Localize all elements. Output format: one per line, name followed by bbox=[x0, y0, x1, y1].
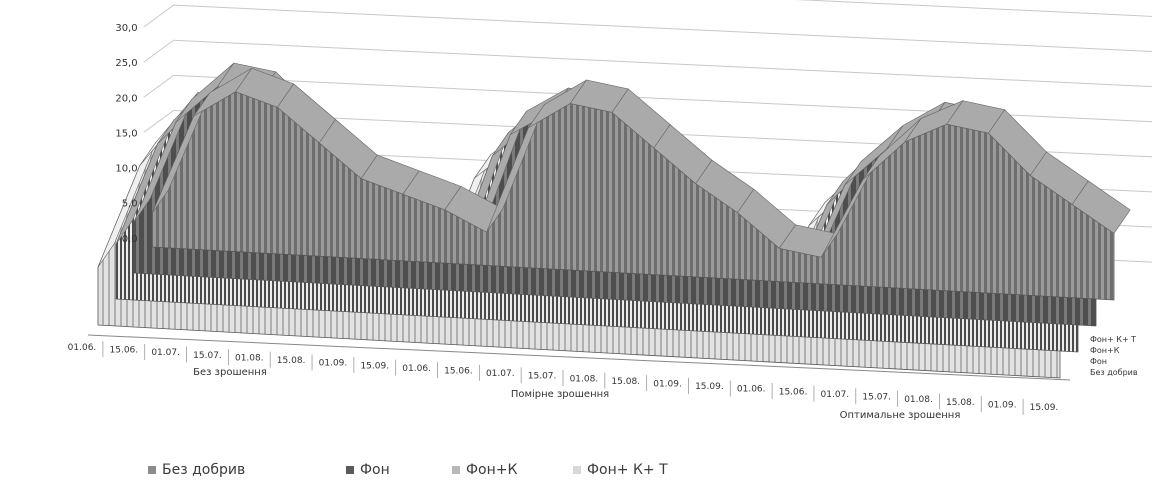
x-tick-label: 01.08. bbox=[904, 395, 933, 405]
x-tick-label: 15.07. bbox=[528, 372, 557, 382]
y-tick-label: 30,0 bbox=[115, 23, 137, 34]
gridline-wall bbox=[143, 39, 174, 63]
legend-item: Фон+ К+ Т bbox=[573, 462, 668, 478]
gridline bbox=[173, 4, 1152, 52]
legend-label: Фон+К bbox=[466, 462, 518, 478]
depth-axis-label: Без добрив bbox=[1090, 368, 1138, 377]
legend-item: Фон bbox=[346, 462, 390, 478]
legend-item: Фон+К bbox=[452, 462, 517, 478]
x-tick-label: 01.09. bbox=[319, 359, 348, 369]
x-tick-label: 01.06. bbox=[68, 343, 97, 353]
x-tick-label: 15.09. bbox=[695, 382, 724, 392]
x-tick-label: 15.06. bbox=[444, 366, 473, 376]
legend-label: Без добрив bbox=[162, 462, 246, 478]
x-tick-label: 01.08. bbox=[570, 374, 599, 384]
series-layer bbox=[97, 62, 1131, 379]
x-tick-label: 01.06. bbox=[737, 385, 766, 395]
series-0 bbox=[151, 67, 1131, 301]
x-tick-label: 01.07. bbox=[821, 390, 850, 400]
gridline-wall bbox=[143, 74, 174, 98]
depth-axis-label: Фон+К bbox=[1090, 346, 1120, 355]
gridline bbox=[795, 0, 1152, 17]
legend-label: Фон bbox=[360, 462, 390, 478]
group-label: Без зрошення bbox=[193, 367, 267, 378]
x-tick-label: 01.09. bbox=[653, 380, 682, 390]
x-tick-label: 15.08. bbox=[611, 377, 640, 387]
x-tick-label: 15.07. bbox=[862, 393, 891, 403]
y-tick-label: 10,0 bbox=[115, 164, 137, 175]
depth-axis-label: Фон bbox=[1090, 357, 1107, 366]
legend-item: Без добрив bbox=[148, 462, 245, 478]
depth-axis-label: Фон+ К+ Т bbox=[1090, 335, 1136, 344]
x-tick-label: 15.08. bbox=[277, 356, 306, 366]
x-tick-label: 15.08. bbox=[946, 398, 975, 408]
x-tick-label: 15.09. bbox=[360, 361, 389, 371]
y-tick-label: 0,0 bbox=[122, 234, 138, 245]
legend-swatch bbox=[346, 466, 354, 474]
x-tick-label: 15.06. bbox=[110, 346, 139, 356]
y-tick-label: 25,0 bbox=[115, 58, 137, 69]
legend: Без добрив Фон Фон+К Фон+ К+ Т bbox=[0, 462, 1152, 486]
x-tick-label: 01.07. bbox=[151, 348, 180, 358]
gridline-wall bbox=[143, 4, 174, 28]
group-label: Помірне зрошення bbox=[511, 388, 609, 400]
y-tick-label: 20,0 bbox=[115, 93, 137, 104]
legend-label: Фон+ К+ Т bbox=[587, 462, 668, 478]
x-tick-label: 15.09. bbox=[1030, 403, 1059, 413]
axes: 0,05,010,015,020,025,030,035,040,045,001… bbox=[68, 23, 1138, 421]
y-tick-label: 15,0 bbox=[115, 128, 137, 139]
gridline-wall bbox=[143, 110, 174, 133]
x-tick-label: 01.06. bbox=[402, 364, 431, 374]
x-tick-label: 15.07. bbox=[193, 351, 222, 361]
group-label: Оптимальне зрошення bbox=[840, 410, 961, 421]
x-tick-label: 15.06. bbox=[779, 387, 808, 397]
y-tick-label: 5,0 bbox=[122, 199, 138, 210]
data-point bbox=[1071, 180, 1131, 234]
x-tick-label: 01.09. bbox=[988, 400, 1017, 410]
x-tick-label: 01.08. bbox=[235, 353, 264, 363]
legend-swatch bbox=[148, 466, 156, 474]
x-tick-label: 01.07. bbox=[486, 369, 515, 379]
legend-swatch bbox=[452, 466, 460, 474]
legend-swatch bbox=[573, 466, 581, 474]
gridline bbox=[173, 39, 1152, 88]
x-axis-line bbox=[87, 334, 1071, 381]
